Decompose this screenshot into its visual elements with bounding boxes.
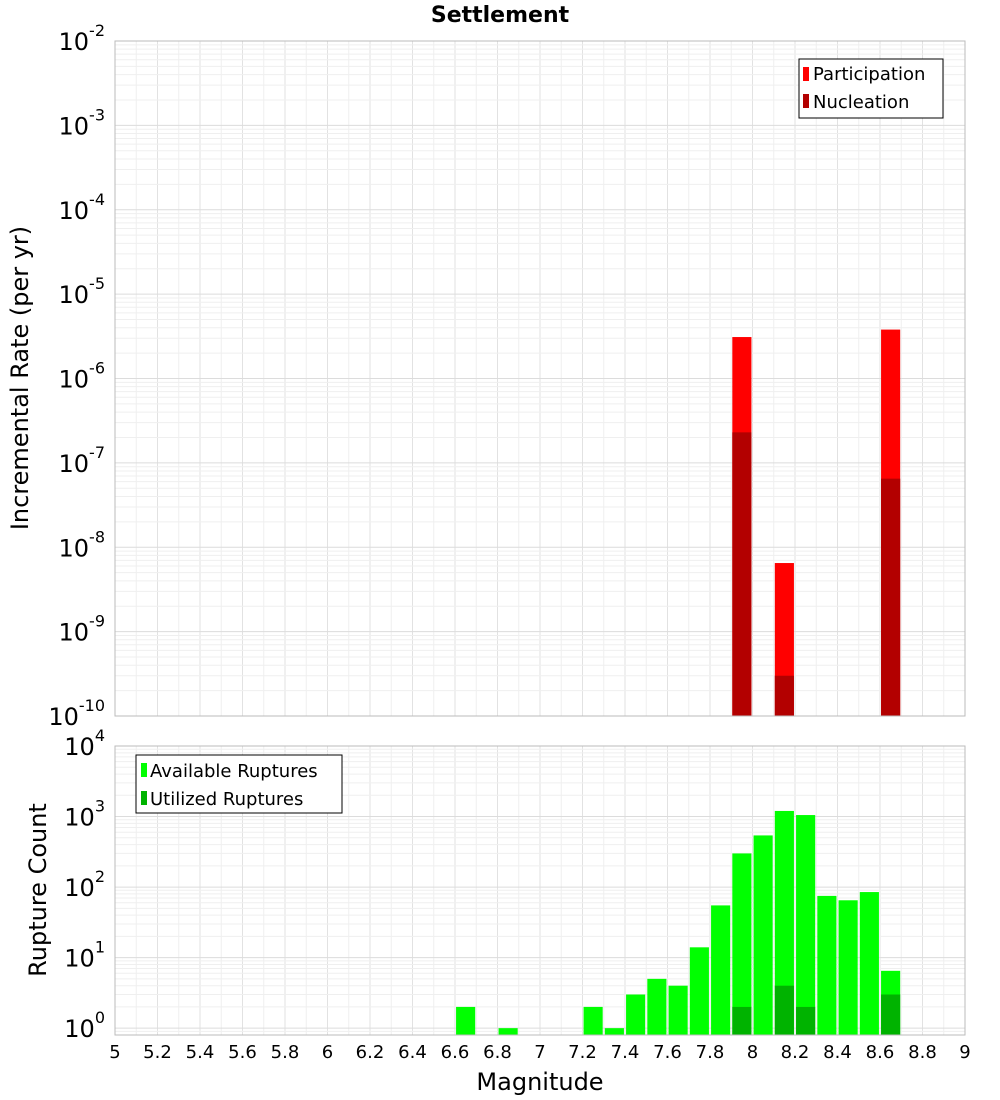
bottom-y-tick-label: 103 bbox=[64, 797, 105, 832]
x-tick-label: 6.6 bbox=[441, 1042, 470, 1063]
x-tick-label: 8.2 bbox=[781, 1042, 810, 1063]
bar-utilized-ruptures bbox=[796, 1006, 816, 1035]
bar-available-ruptures bbox=[796, 815, 816, 1035]
x-tick-label: 5.8 bbox=[271, 1042, 300, 1063]
top-legend-box bbox=[798, 58, 944, 119]
x-tick-label: 7.4 bbox=[611, 1042, 640, 1063]
bar-available-ruptures bbox=[817, 895, 837, 1035]
x-tick-label: 5 bbox=[109, 1042, 120, 1063]
bar-available-ruptures bbox=[711, 905, 731, 1035]
bar-available-ruptures bbox=[498, 1028, 518, 1035]
x-tick-label: 8 bbox=[747, 1042, 758, 1063]
top-y-tick-label: 10-7 bbox=[59, 443, 106, 478]
bar-available-ruptures bbox=[859, 892, 879, 1035]
legend-label-available-ruptures: Available Ruptures bbox=[150, 761, 318, 782]
top-y-tick-label: 10-5 bbox=[59, 274, 106, 309]
top-y-tick-label: 10-3 bbox=[59, 105, 106, 140]
x-tick-label: 6 bbox=[322, 1042, 333, 1063]
bar-available-ruptures bbox=[604, 1028, 624, 1035]
top-y-tick-label: 10-9 bbox=[59, 612, 106, 647]
bottom-y-axis-label: Rupture Count bbox=[24, 803, 52, 977]
bar-available-ruptures bbox=[689, 947, 709, 1035]
x-tick-label: 7 bbox=[534, 1042, 545, 1063]
top-plot-frame bbox=[114, 40, 966, 717]
x-tick-label: 7.8 bbox=[696, 1042, 725, 1063]
legend-label-participation: Participation bbox=[813, 64, 925, 85]
bar-available-ruptures bbox=[583, 1006, 603, 1035]
bottom-y-tick-label: 100 bbox=[64, 1008, 105, 1043]
legend-swatch-nucleation bbox=[803, 94, 809, 108]
bottom-y-tick-label: 101 bbox=[64, 938, 105, 973]
bar-available-ruptures bbox=[668, 985, 688, 1035]
bar-available-ruptures bbox=[647, 978, 667, 1035]
bar-nucleation bbox=[881, 478, 901, 716]
x-tick-label: 8.4 bbox=[823, 1042, 852, 1063]
x-tick-label: 5.6 bbox=[228, 1042, 257, 1063]
bottom-y-tick-label: 102 bbox=[64, 867, 105, 902]
legend-label-utilized-ruptures: Utilized Ruptures bbox=[150, 789, 303, 810]
top-y-axis-label: Incremental Rate (per yr) bbox=[6, 226, 34, 530]
top-bars bbox=[732, 329, 901, 716]
bar-available-ruptures bbox=[774, 810, 794, 1035]
x-tick-label: 6.8 bbox=[483, 1042, 512, 1063]
x-tick-label: 9 bbox=[959, 1042, 970, 1063]
legend-swatch-participation bbox=[803, 67, 809, 81]
bar-available-ruptures bbox=[838, 900, 858, 1035]
bar-available-ruptures bbox=[753, 835, 773, 1035]
bottom-legend-box bbox=[135, 754, 343, 814]
top-y-tick-label: 10-8 bbox=[59, 527, 106, 562]
x-tick-label: 6.2 bbox=[356, 1042, 385, 1063]
bottom-y-ticks: 100 101 102 103 104 bbox=[64, 726, 105, 1043]
bottom-legend: Available Ruptures Utilized Ruptures bbox=[135, 754, 343, 814]
bar-nucleation bbox=[774, 675, 794, 716]
bar-available-ruptures bbox=[732, 853, 752, 1035]
bar-utilized-ruptures bbox=[774, 985, 794, 1035]
legend-swatch-available-ruptures bbox=[141, 763, 147, 777]
x-tick-label: 7.6 bbox=[653, 1042, 682, 1063]
bar-utilized-ruptures bbox=[881, 994, 901, 1035]
x-tick-label: 8.6 bbox=[866, 1042, 895, 1063]
bar-available-ruptures bbox=[626, 994, 646, 1035]
bottom-y-tick-label: 104 bbox=[64, 726, 105, 761]
top-legend: Participation Nucleation bbox=[798, 58, 944, 119]
bar-utilized-ruptures bbox=[732, 1006, 752, 1035]
chart-title: Settlement bbox=[431, 3, 570, 28]
x-tick-label: 7.2 bbox=[568, 1042, 597, 1063]
x-tick-label: 8.8 bbox=[908, 1042, 937, 1063]
bar-nucleation bbox=[732, 432, 752, 716]
x-tick-label: 5.4 bbox=[186, 1042, 215, 1063]
x-ticks: 5 5.2 5.4 5.6 5.8 6 6.2 6.4 6.6 6.8 7 7.2 7.4 7.6 7.8 8… bbox=[109, 1042, 970, 1063]
bottom-plot-frame bbox=[114, 745, 966, 1036]
bar-available-ruptures bbox=[456, 1006, 476, 1035]
top-y-tick-label: 10-6 bbox=[59, 359, 106, 394]
legend-label-nucleation: Nucleation bbox=[813, 92, 909, 113]
legend-swatch-utilized-ruptures bbox=[141, 791, 147, 805]
bottom-bars bbox=[456, 810, 901, 1035]
x-axis-label: Magnitude bbox=[476, 1068, 603, 1096]
top-y-tick-label: 10-4 bbox=[59, 190, 106, 225]
top-y-tick-label: 10-2 bbox=[59, 21, 106, 56]
x-tick-label: 5.2 bbox=[143, 1042, 172, 1063]
x-tick-label: 6.4 bbox=[398, 1042, 427, 1063]
top-gridlines bbox=[114, 40, 966, 717]
